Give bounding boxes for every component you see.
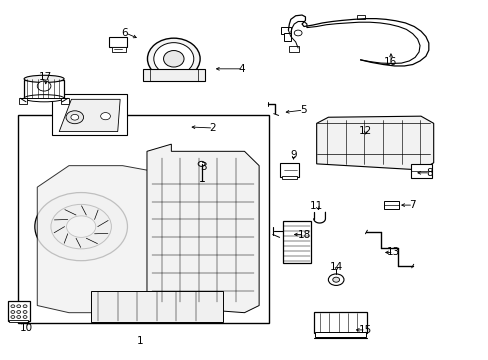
Text: 6: 6 bbox=[122, 28, 128, 38]
Text: 9: 9 bbox=[289, 150, 296, 160]
Text: 5: 5 bbox=[299, 105, 305, 115]
Circle shape bbox=[332, 277, 339, 282]
Text: 11: 11 bbox=[309, 201, 323, 211]
Text: 14: 14 bbox=[329, 262, 342, 272]
Circle shape bbox=[11, 305, 15, 308]
Polygon shape bbox=[147, 144, 259, 313]
Text: 15: 15 bbox=[358, 325, 371, 335]
Polygon shape bbox=[37, 166, 176, 313]
Ellipse shape bbox=[154, 42, 193, 75]
Text: 2: 2 bbox=[209, 123, 216, 133]
Text: 16: 16 bbox=[384, 57, 397, 67]
Bar bbox=[283, 33, 291, 41]
Bar bbox=[24, 80, 64, 98]
Circle shape bbox=[35, 193, 127, 261]
Bar bbox=[314, 312, 366, 333]
Ellipse shape bbox=[163, 50, 183, 67]
Ellipse shape bbox=[24, 75, 64, 82]
Circle shape bbox=[51, 204, 111, 249]
Circle shape bbox=[328, 274, 343, 285]
Text: 8: 8 bbox=[426, 168, 432, 178]
Bar bbox=[279, 163, 299, 177]
Text: 10: 10 bbox=[20, 323, 33, 333]
Circle shape bbox=[101, 113, 110, 120]
Bar bbox=[281, 27, 290, 34]
Bar bbox=[91, 291, 222, 321]
Polygon shape bbox=[59, 99, 120, 132]
Bar bbox=[282, 221, 310, 263]
Circle shape bbox=[17, 305, 20, 308]
Text: 18: 18 bbox=[297, 230, 310, 239]
Text: 13: 13 bbox=[386, 247, 399, 257]
Text: 3: 3 bbox=[199, 162, 206, 172]
Bar bbox=[9, 320, 28, 322]
Circle shape bbox=[294, 30, 302, 36]
Text: 4: 4 bbox=[238, 64, 245, 74]
Bar bbox=[356, 15, 365, 19]
Text: 12: 12 bbox=[358, 126, 371, 135]
Ellipse shape bbox=[147, 38, 200, 80]
Bar bbox=[383, 201, 398, 210]
Bar bbox=[410, 164, 431, 178]
Circle shape bbox=[37, 81, 51, 91]
Bar bbox=[109, 37, 127, 47]
Bar bbox=[61, 98, 69, 104]
Bar bbox=[143, 69, 204, 81]
Circle shape bbox=[11, 316, 15, 319]
Circle shape bbox=[66, 216, 96, 237]
Circle shape bbox=[23, 311, 27, 314]
Ellipse shape bbox=[24, 95, 64, 102]
Circle shape bbox=[23, 305, 27, 308]
Bar bbox=[289, 46, 299, 51]
Circle shape bbox=[23, 316, 27, 319]
Text: 1: 1 bbox=[136, 336, 142, 346]
Circle shape bbox=[71, 114, 79, 120]
Circle shape bbox=[66, 111, 83, 124]
Text: 7: 7 bbox=[408, 200, 415, 210]
Circle shape bbox=[11, 311, 15, 314]
Circle shape bbox=[17, 311, 20, 314]
Circle shape bbox=[198, 161, 204, 166]
Bar bbox=[315, 332, 366, 337]
Bar bbox=[19, 98, 27, 104]
Bar bbox=[8, 301, 30, 320]
Circle shape bbox=[17, 316, 20, 319]
Text: 17: 17 bbox=[39, 72, 52, 82]
Bar bbox=[112, 46, 125, 51]
Bar bbox=[281, 176, 297, 179]
Polygon shape bbox=[316, 116, 433, 170]
Bar bbox=[18, 116, 268, 323]
Bar bbox=[52, 94, 127, 135]
